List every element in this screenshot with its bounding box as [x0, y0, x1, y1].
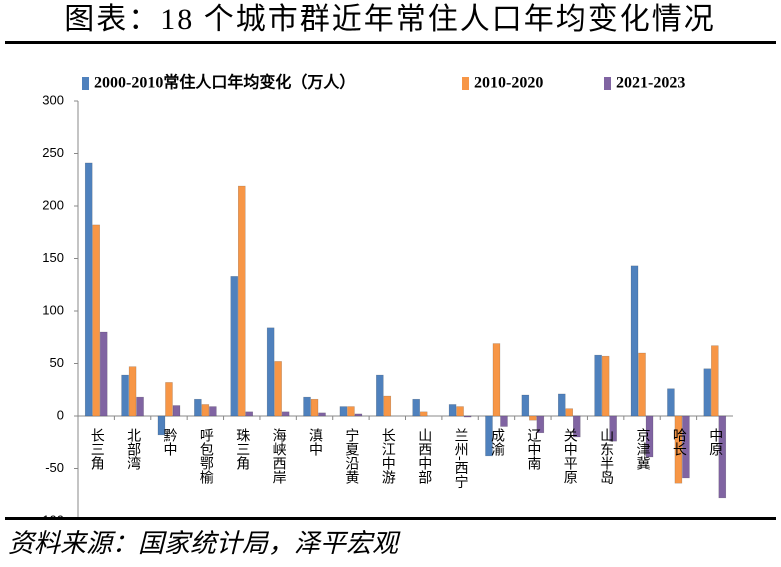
bar	[558, 393, 566, 417]
x-tick-label: 中原	[707, 428, 723, 456]
bar	[201, 404, 210, 417]
bar	[157, 415, 166, 436]
bar	[238, 185, 246, 417]
x-tick-label: 哈长	[671, 428, 687, 456]
x-tick-label: 珠三角	[234, 428, 250, 471]
bar	[711, 345, 719, 417]
legend-swatch	[82, 77, 89, 90]
bar	[354, 413, 363, 417]
footer-bg	[0, 518, 781, 567]
x-tick-label: 京津冀	[635, 428, 651, 470]
plot-area: -100-50050100150200250300长三角北部湾黔中呼包鄂榆珠三角…	[38, 73, 733, 527]
bar	[419, 411, 428, 417]
bar	[128, 366, 137, 417]
y-tick-label: 250	[42, 145, 64, 160]
x-tick-label: 兰州-西宁	[453, 428, 469, 489]
bar	[682, 415, 690, 479]
y-tick-label: 200	[42, 197, 64, 212]
x-tick-label: 长江中游	[380, 428, 396, 485]
legend-swatch	[462, 77, 469, 90]
y-tick-label: 0	[57, 407, 64, 422]
bar	[274, 361, 282, 417]
bar	[303, 396, 311, 417]
bar	[565, 408, 573, 417]
bar	[209, 406, 217, 417]
x-tick-label: 山西中部	[416, 428, 432, 484]
bar	[463, 415, 472, 418]
bar	[347, 406, 355, 417]
x-tick-label: 成渝	[489, 428, 505, 456]
bar	[609, 415, 617, 442]
bar	[266, 327, 275, 417]
bar	[667, 388, 675, 417]
x-tick-label: 长三角	[89, 428, 105, 471]
footer-rule	[5, 517, 776, 520]
legend-label: 2000-2010常住人口年均变化（万人）	[94, 73, 355, 92]
bar	[165, 382, 173, 417]
bar	[281, 411, 290, 417]
bar	[521, 394, 530, 417]
bar	[601, 355, 610, 417]
bar	[448, 404, 457, 417]
title-rule	[5, 41, 776, 44]
bar	[339, 406, 348, 417]
bar	[376, 374, 384, 417]
bar	[529, 415, 537, 421]
x-tick-label: 山东半岛	[598, 428, 614, 484]
bar	[318, 412, 326, 417]
bar	[92, 224, 100, 417]
x-tick-label: 辽中南	[525, 428, 541, 470]
bar	[645, 415, 654, 458]
bar	[485, 415, 493, 457]
y-tick-label: 100	[42, 302, 64, 317]
bar	[456, 406, 464, 417]
chart-title: 图表：18 个城市群近年常住人口年均变化情况	[64, 3, 716, 36]
bar	[638, 352, 646, 417]
x-tick-label: 海峡西岸	[271, 428, 287, 484]
legend-label: 2010-2020	[474, 75, 543, 92]
bar	[573, 415, 581, 438]
x-tick-label: 宁夏沿黄	[343, 427, 359, 484]
bar	[536, 415, 545, 434]
legend-label: 2021-2023	[616, 75, 685, 92]
x-tick-label: 北部湾	[125, 428, 141, 470]
bar	[703, 368, 712, 417]
bar	[172, 405, 181, 417]
source-note: 资料来源：国家统计局，泽平宏观	[8, 529, 401, 558]
x-tick-label: 滇中	[307, 428, 323, 456]
bar	[194, 398, 202, 417]
bar	[310, 398, 319, 417]
x-tick-label: 关中平原	[562, 428, 578, 484]
y-tick-label: 150	[42, 250, 64, 265]
y-tick-label: -50	[45, 460, 64, 475]
legend-swatch	[604, 77, 611, 90]
bar	[492, 343, 501, 417]
bar	[412, 398, 420, 417]
bar	[674, 415, 683, 484]
bar	[84, 162, 93, 417]
y-tick-label: 300	[42, 92, 64, 107]
x-tick-label: 呼包鄂榆	[198, 428, 214, 484]
y-tick-label: 50	[50, 355, 64, 370]
bar	[121, 374, 129, 417]
x-tick-label: 黔中	[161, 428, 177, 456]
bar	[136, 396, 144, 417]
bar	[245, 411, 253, 417]
bar	[718, 415, 727, 499]
bar	[594, 354, 602, 417]
bar	[383, 395, 392, 417]
bar	[99, 331, 108, 417]
bar	[500, 415, 508, 427]
bar	[630, 265, 639, 417]
bar	[230, 276, 238, 417]
